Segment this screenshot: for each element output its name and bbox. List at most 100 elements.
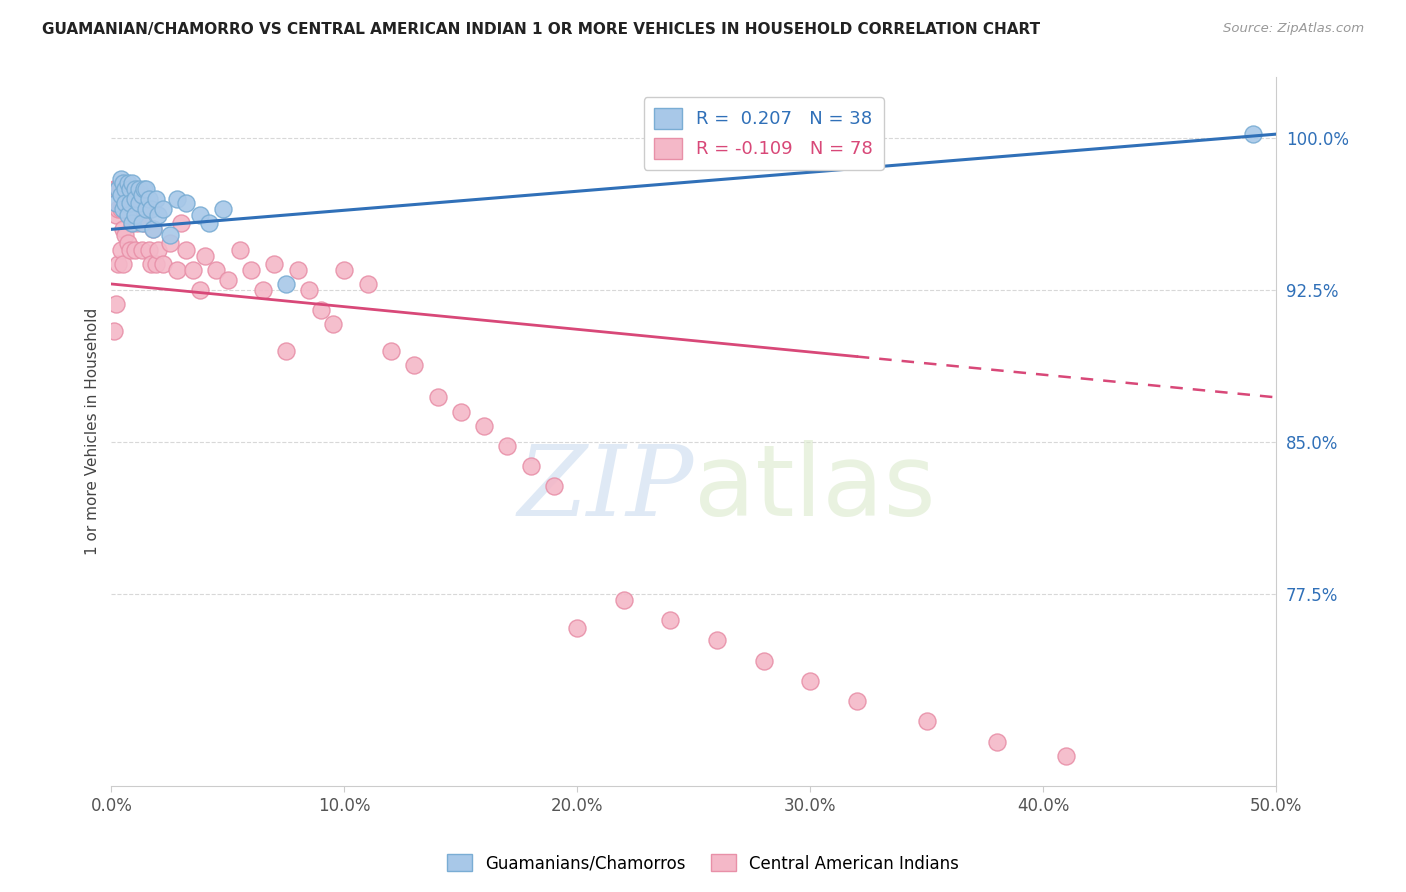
Point [170, 216, 193, 230]
Point [121, 216, 143, 230]
Point [135, 202, 157, 216]
Point [124, 208, 146, 222]
Point [174, 196, 197, 211]
Point [135, 182, 157, 196]
Point [159, 236, 181, 251]
Point [128, 196, 150, 211]
Point [174, 243, 197, 257]
Point [152, 202, 174, 216]
Point [124, 202, 146, 216]
Point [139, 202, 162, 216]
Point [105, 297, 128, 311]
Point [105, 196, 128, 211]
Point [107, 182, 129, 196]
Point [118, 196, 141, 211]
Point [380, 343, 402, 358]
Point [274, 277, 297, 291]
Point [112, 222, 135, 236]
Point [567, 621, 589, 635]
Point [112, 176, 135, 190]
Point [125, 216, 148, 230]
Point [240, 262, 263, 277]
Point [114, 228, 136, 243]
Point [322, 318, 344, 332]
Point [356, 277, 378, 291]
Point [1056, 748, 1078, 763]
Text: GUAMANIAN/CHAMORRO VS CENTRAL AMERICAN INDIAN 1 OR MORE VEHICLES IN HOUSEHOLD CO: GUAMANIAN/CHAMORRO VS CENTRAL AMERICAN I… [42, 22, 1040, 37]
Text: ZIP: ZIP [517, 441, 693, 536]
Point [124, 192, 146, 206]
Point [194, 249, 217, 263]
Point [117, 182, 139, 196]
Point [752, 654, 775, 668]
Point [103, 182, 125, 196]
Point [118, 182, 141, 196]
Point [135, 202, 157, 216]
Point [105, 182, 128, 196]
Point [107, 182, 129, 196]
Point [799, 673, 821, 688]
Point [309, 303, 332, 318]
Point [1241, 127, 1264, 141]
Point [138, 192, 160, 206]
Point [112, 202, 135, 216]
Text: Source: ZipAtlas.com: Source: ZipAtlas.com [1223, 22, 1364, 36]
Point [118, 202, 141, 216]
Legend: R =  0.207   N = 38, R = -0.109   N = 78: R = 0.207 N = 38, R = -0.109 N = 78 [644, 97, 883, 169]
Point [121, 176, 143, 190]
Point [117, 208, 139, 222]
Text: atlas: atlas [693, 440, 935, 537]
Point [110, 171, 132, 186]
Point [152, 257, 174, 271]
Point [450, 404, 472, 418]
Point [188, 283, 211, 297]
Point [131, 243, 153, 257]
Point [706, 633, 728, 648]
Point [404, 358, 426, 372]
Point [519, 459, 541, 474]
Point [212, 202, 235, 216]
Point [128, 182, 150, 196]
Point [107, 257, 129, 271]
Point [142, 222, 165, 236]
Point [114, 196, 136, 211]
Point [145, 192, 167, 206]
Point [124, 182, 146, 196]
Point [124, 243, 146, 257]
Point [124, 182, 146, 196]
Point [845, 694, 868, 708]
Point [496, 439, 519, 453]
Point [112, 196, 135, 211]
Point [139, 257, 162, 271]
Point [426, 390, 449, 404]
Point [121, 216, 143, 230]
Point [117, 176, 139, 190]
Point [110, 187, 132, 202]
Point [228, 243, 250, 257]
Point [107, 202, 129, 216]
Point [205, 262, 228, 277]
Point [118, 182, 141, 196]
Point [146, 208, 169, 222]
Y-axis label: 1 or more Vehicles in Household: 1 or more Vehicles in Household [86, 308, 100, 556]
Point [105, 208, 128, 222]
Point [112, 257, 135, 271]
Point [132, 216, 155, 230]
Point [112, 176, 135, 190]
Point [659, 613, 682, 627]
Point [252, 283, 274, 297]
Point [110, 182, 132, 196]
Point [138, 243, 160, 257]
Point [166, 192, 188, 206]
Point [131, 216, 153, 230]
Point [117, 202, 139, 216]
Point [986, 734, 1008, 748]
Point [333, 262, 356, 277]
Point [142, 222, 165, 236]
Point [145, 257, 167, 271]
Point [128, 196, 150, 211]
Point [287, 262, 309, 277]
Point [613, 592, 636, 607]
Point [121, 182, 143, 196]
Point [131, 187, 153, 202]
